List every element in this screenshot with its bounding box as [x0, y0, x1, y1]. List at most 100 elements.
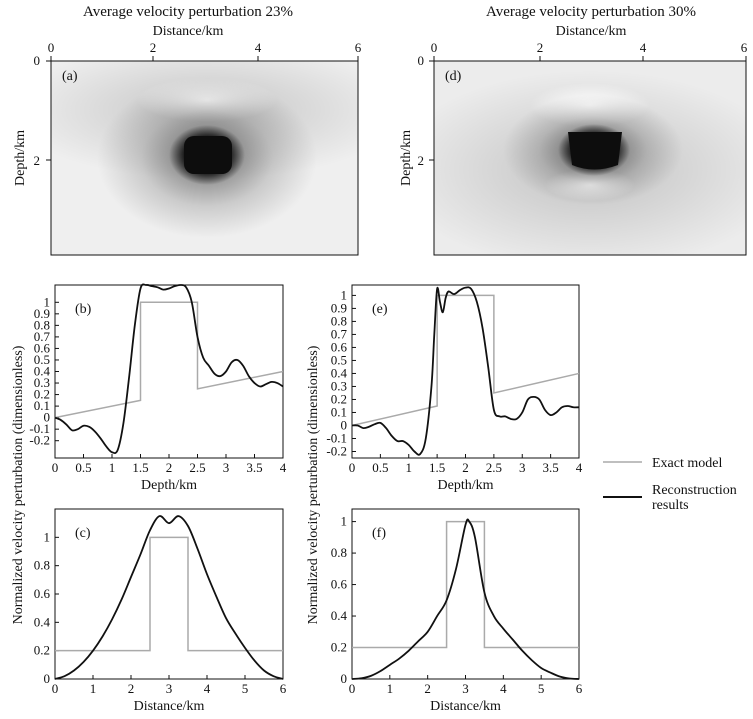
chart-f-ytick-label: 0.4 [331, 608, 348, 623]
chart-e-ytick-label: 0.7 [331, 326, 348, 341]
line-charts: 0 0.5 1 1.5 2 2.5 3 3.5 4-0.2-0.100.10.20.30.40.… [29, 283, 583, 714]
heatmap-panel-a: Average velocity perturbation 23% Distan… [13, 4, 362, 256]
chart-b-ytick-label: -0.1 [29, 421, 50, 436]
heatmap-d-panel-label: (d) [445, 69, 462, 84]
heatmap-a-ytick: 2 [34, 153, 41, 168]
heatmap-d-xtick: 4 [640, 40, 647, 55]
chart-c-ytick-label: 0 [44, 671, 51, 686]
heatmap-a-xlabel: Distance/km [153, 24, 224, 39]
chart-b-series-exact [54, 301, 284, 419]
chart-f-xtick-label: 5 [538, 681, 545, 696]
chart-b-ytick-label: 1 [44, 294, 51, 309]
chart-b-ytick-label: 0.5 [34, 352, 50, 367]
line-chart-f: 0 1 2 3 4 5 6 0 0.2 0.4 0.6 0.8 1 (f) Distance/km [331, 508, 583, 714]
chart-c-xtick-label: 5 [242, 681, 249, 696]
chart-e-panel-label: (e) [372, 302, 388, 317]
chart-f-xtick-label: 6 [576, 681, 583, 696]
chart-b-ytick-label: 0.6 [34, 340, 51, 355]
chart-e-xtick-label: 1 [406, 460, 413, 475]
chart-e-ytick-label: 0.5 [331, 352, 347, 367]
chart-c-ytick-label: 1 [44, 529, 51, 544]
legend: Exact model Reconstruction results [603, 456, 737, 513]
legend-label-reconstruction-1: Reconstruction [652, 483, 737, 498]
chart-c-xlabel: Distance/km [134, 699, 205, 714]
chart-b-xtick-label: 0 [52, 460, 59, 475]
chart-f-panel-label: (f) [372, 526, 386, 541]
heatmap-d-xlabel: Distance/km [556, 24, 627, 39]
chart-b-ytick-label: 0.4 [34, 364, 51, 379]
chart-b-xtick-label: 3.5 [246, 460, 262, 475]
chart-b-ytick-label: 0.1 [34, 398, 50, 413]
line-chart-c: 0 1 2 3 4 5 6 0 0.2 0.4 0.6 0.8 1 (c) Distance/km [34, 508, 287, 714]
chart-e-ytick-label: 0.4 [331, 365, 348, 380]
chart-f-xlabel: Distance/km [430, 699, 501, 714]
chart-c-panel-label: (c) [75, 526, 91, 541]
heatmap-d-ytick: 2 [418, 153, 425, 168]
chart-e-ytick-label: 0.1 [331, 404, 347, 419]
heatmap-a-yticks: 0 2 [34, 53, 51, 168]
chart-f-ytick-label: 0.6 [331, 577, 348, 592]
chart-e-ytick-label: 0.9 [331, 300, 347, 315]
heatmap-d-xtick: 6 [741, 40, 748, 55]
heatmap-d-title: Average velocity perturbation 30% [486, 4, 696, 20]
chart-e-ytick-label: 0.3 [331, 378, 347, 393]
heatmap-d-xtick: 0 [431, 40, 438, 55]
chart-f-xtick-label: 0 [349, 681, 356, 696]
chart-e-xlabel: Depth/km [438, 478, 494, 493]
chart-e-xtick-label: 2.5 [486, 460, 502, 475]
chart-e-xtick-label: 3.5 [543, 460, 559, 475]
legend-label-exact: Exact model [652, 456, 722, 471]
heatmap-a-panel-label: (a) [62, 69, 78, 84]
chart-b-ytick-label: 0.7 [34, 329, 51, 344]
heatmap-a-xtick: 6 [355, 40, 362, 55]
line-chart-e: 0 0.5 1 1.5 2 2.5 3 3.5 4-0.2-0.100.10.20.30.40.… [326, 284, 583, 493]
chart-c-series-reconstruction [54, 515, 284, 680]
heatmap-a-xticks: 0 2 4 6 [48, 40, 362, 61]
chart-e-xtick-label: 3 [519, 460, 526, 475]
chart-e-series-reconstruction [351, 286, 580, 456]
heatmap-d-xtick: 2 [537, 40, 544, 55]
chart-b-ytick-label: 0.8 [34, 317, 50, 332]
heatmap-d-yticks: 0 2 [418, 53, 434, 168]
chart-b-ytick-label: -0.2 [29, 433, 50, 448]
heatmap-d-xticks: 0 2 4 6 [431, 40, 748, 61]
chart-c-xtick-label: 2 [128, 681, 135, 696]
heatmap-a-xtick: 2 [150, 40, 157, 55]
chart-c-xtick-label: 0 [52, 681, 59, 696]
chart-f-ytick-label: 1 [341, 514, 348, 529]
chart-e-xtick-label: 0.5 [372, 460, 388, 475]
chart-b-xtick-label: 1 [109, 460, 116, 475]
heatmap-a-ytick: 0 [34, 53, 41, 68]
chart-e-series-exact [351, 294, 580, 427]
chart-f-ytick-label: 0.8 [331, 545, 347, 560]
chart-b-ytick-label: 0.9 [34, 306, 50, 321]
chart-e-ytick-label: 0.6 [331, 339, 348, 354]
chart-e-ytick-label: 0 [341, 417, 348, 432]
chart-b-xtick-label: 2 [166, 460, 173, 475]
heatmap-panel-d: Average velocity perturbation 30% Distan… [399, 4, 748, 256]
chart-c-ytick-label: 0.6 [34, 586, 51, 601]
chart-b-xtick-label: 2.5 [189, 460, 205, 475]
chart-f-series-exact [352, 520, 579, 649]
chart-b-ytick-label: 0 [44, 410, 51, 425]
heatmap-d-ytick: 0 [418, 53, 425, 68]
heatmap-a-xtick: 0 [48, 40, 55, 55]
chart-c-xtick-label: 3 [166, 681, 173, 696]
chart-e-xtick-label: 0 [349, 460, 356, 475]
chart-f-xtick-label: 4 [500, 681, 507, 696]
heatmap-a-title: Average velocity perturbation 23% [83, 4, 293, 20]
shared-ylabel-right: Normalized velocity perturbation (dimens… [306, 345, 321, 624]
chart-c-ytick-label: 0.2 [34, 643, 50, 658]
heatmap-a-xtick: 4 [255, 40, 262, 55]
chart-b-xlabel: Depth/km [141, 478, 197, 493]
chart-c-ytick-label: 0.4 [34, 614, 51, 629]
chart-f-series-reconstruction [351, 518, 580, 680]
chart-e-ytick-label: -0.1 [326, 430, 347, 445]
shared-ylabel-left: Normalized velocity perturbation (dimens… [11, 345, 26, 624]
chart-b-xtick-label: 1.5 [132, 460, 148, 475]
chart-f-xtick-label: 1 [387, 681, 394, 696]
chart-c-xtick-label: 1 [90, 681, 97, 696]
chart-e-xtick-label: 4 [576, 460, 583, 475]
chart-e-ytick-label: 0.2 [331, 391, 347, 406]
